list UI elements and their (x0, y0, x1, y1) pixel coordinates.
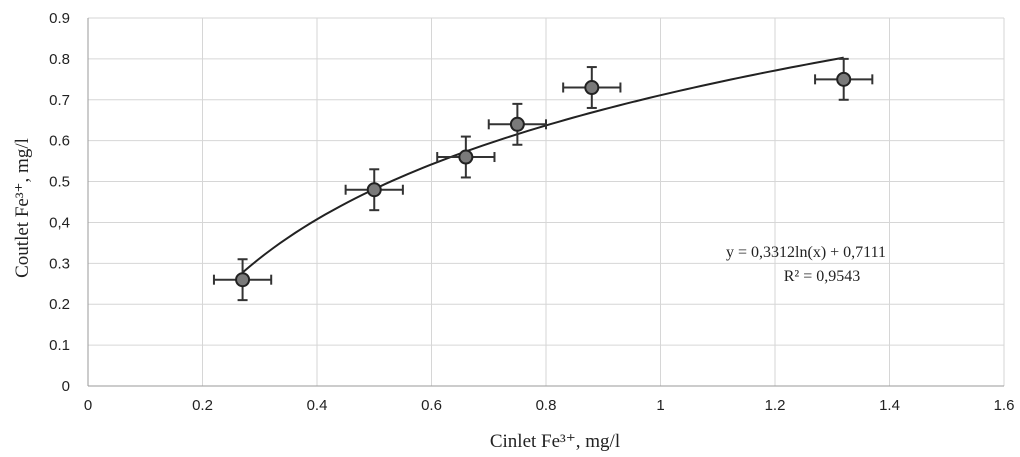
data-point (458, 149, 474, 165)
x-tick-label: 1.2 (765, 397, 786, 414)
data-point (836, 71, 852, 87)
data-point (509, 116, 525, 132)
y-tick-label: 0.3 (49, 255, 70, 272)
y-axis-title: Coutlet Fe³⁺, mg/l (12, 138, 33, 278)
axes (87, 18, 1004, 387)
x-tick-label: 0 (84, 397, 92, 414)
x-axis-title: Cinlet Fe³⁺, mg/l (490, 431, 620, 452)
data-points (235, 71, 852, 288)
data-point (584, 80, 600, 96)
y-tick-label: 0.2 (49, 296, 70, 313)
x-tick-label: 0.2 (192, 397, 213, 414)
x-tick-labels: 0 0.2 0.4 0.6 0.8 1 1.2 1.4 1.6 (84, 397, 1015, 414)
y-tick-label: 0,4 (49, 214, 70, 231)
y-tick-label: 0.8 (49, 51, 70, 68)
x-tick-label: 0.4 (307, 397, 328, 414)
data-point (235, 272, 251, 288)
x-tick-label: 1.6 (994, 397, 1015, 414)
y-tick-label: 0.5 (49, 174, 70, 191)
trendline (241, 56, 844, 274)
y-tick-label: 0.9 (49, 10, 70, 27)
error-bars (212, 57, 874, 302)
y-tick-label: 0 (62, 378, 70, 395)
gridlines (87, 17, 1005, 387)
r-squared-label: R² = 0,9543 (784, 268, 861, 285)
y-tick-labels: 0 0.1 0.2 0.3 0,4 0.5 0.6 0.7 0.8 0.9 (49, 10, 70, 395)
x-tick-label: 1.4 (879, 397, 900, 414)
x-tick-label: 0.8 (536, 397, 557, 414)
x-tick-label: 1 (656, 397, 664, 414)
x-tick-label: 0.6 (421, 397, 442, 414)
y-tick-label: 0.6 (49, 133, 70, 150)
y-tick-label: 0.7 (49, 92, 70, 109)
trend-equation: y = 0,3312ln(x) + 0,7111 (726, 244, 886, 261)
y-tick-label: 0.1 (49, 337, 70, 354)
data-point (366, 182, 382, 198)
